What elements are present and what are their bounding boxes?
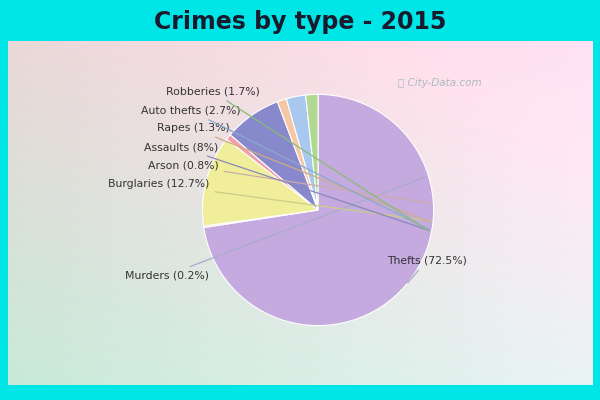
Text: ⓘ City-Data.com: ⓘ City-Data.com [398, 78, 481, 88]
Wedge shape [204, 94, 434, 326]
Wedge shape [203, 210, 318, 228]
Text: Thefts (72.5%): Thefts (72.5%) [387, 255, 467, 283]
Wedge shape [230, 102, 318, 210]
Wedge shape [305, 94, 318, 210]
Text: Robberies (1.7%): Robberies (1.7%) [166, 87, 429, 231]
Text: Rapes (1.3%): Rapes (1.3%) [157, 123, 430, 222]
Wedge shape [227, 135, 318, 210]
Text: Burglaries (12.7%): Burglaries (12.7%) [108, 179, 430, 221]
Text: Arson (0.8%): Arson (0.8%) [148, 160, 431, 203]
Wedge shape [202, 139, 318, 226]
Wedge shape [286, 95, 318, 210]
Text: Auto thefts (2.7%): Auto thefts (2.7%) [141, 106, 429, 230]
Text: Assaults (8%): Assaults (8%) [145, 142, 429, 230]
Wedge shape [277, 99, 318, 210]
Text: Murders (0.2%): Murders (0.2%) [125, 177, 426, 280]
Text: Crimes by type - 2015: Crimes by type - 2015 [154, 10, 446, 34]
